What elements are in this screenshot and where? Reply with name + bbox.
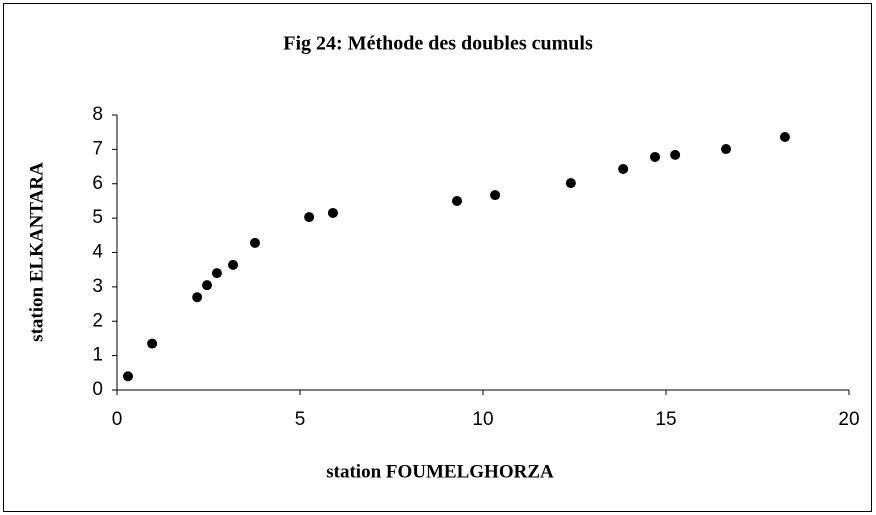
point xyxy=(249,237,260,248)
point xyxy=(327,207,338,218)
y-tick-label: 2 xyxy=(92,310,103,331)
y-axis-label-group: station ELKANTARA xyxy=(26,162,47,342)
point xyxy=(618,163,629,174)
y-axis-label: station ELKANTARA xyxy=(26,162,47,342)
x-tick-label: 20 xyxy=(838,409,859,430)
point xyxy=(211,268,222,279)
point xyxy=(670,149,681,160)
point xyxy=(779,132,790,142)
y-tick-label: 5 xyxy=(92,207,103,228)
x-tick-label: 15 xyxy=(655,409,676,430)
x-tick-label: 0 xyxy=(112,409,123,430)
y-tick-label: 7 xyxy=(92,138,103,159)
point xyxy=(122,371,133,382)
y-tick-label: 1 xyxy=(92,345,103,366)
point xyxy=(192,292,203,303)
point xyxy=(304,212,315,223)
point xyxy=(650,151,661,162)
point xyxy=(202,280,213,291)
point xyxy=(721,144,732,155)
point xyxy=(452,195,463,206)
chart-border xyxy=(3,3,872,512)
y-tick-label: 6 xyxy=(92,173,103,194)
y-tick-label: 3 xyxy=(92,276,103,297)
x-tick-label: 10 xyxy=(472,409,493,430)
x-tick-label: 5 xyxy=(295,409,306,430)
point xyxy=(490,190,501,201)
point xyxy=(147,338,158,349)
x-axis-label: station FOUMELGHORZA xyxy=(326,461,554,482)
point xyxy=(228,259,239,270)
chart-title: Fig 24: Méthode des doubles cumuls xyxy=(283,33,593,55)
point xyxy=(565,178,576,189)
y-tick-label: 8 xyxy=(92,104,103,125)
y-tick-label: 0 xyxy=(92,379,103,400)
y-tick-label: 4 xyxy=(92,242,103,263)
